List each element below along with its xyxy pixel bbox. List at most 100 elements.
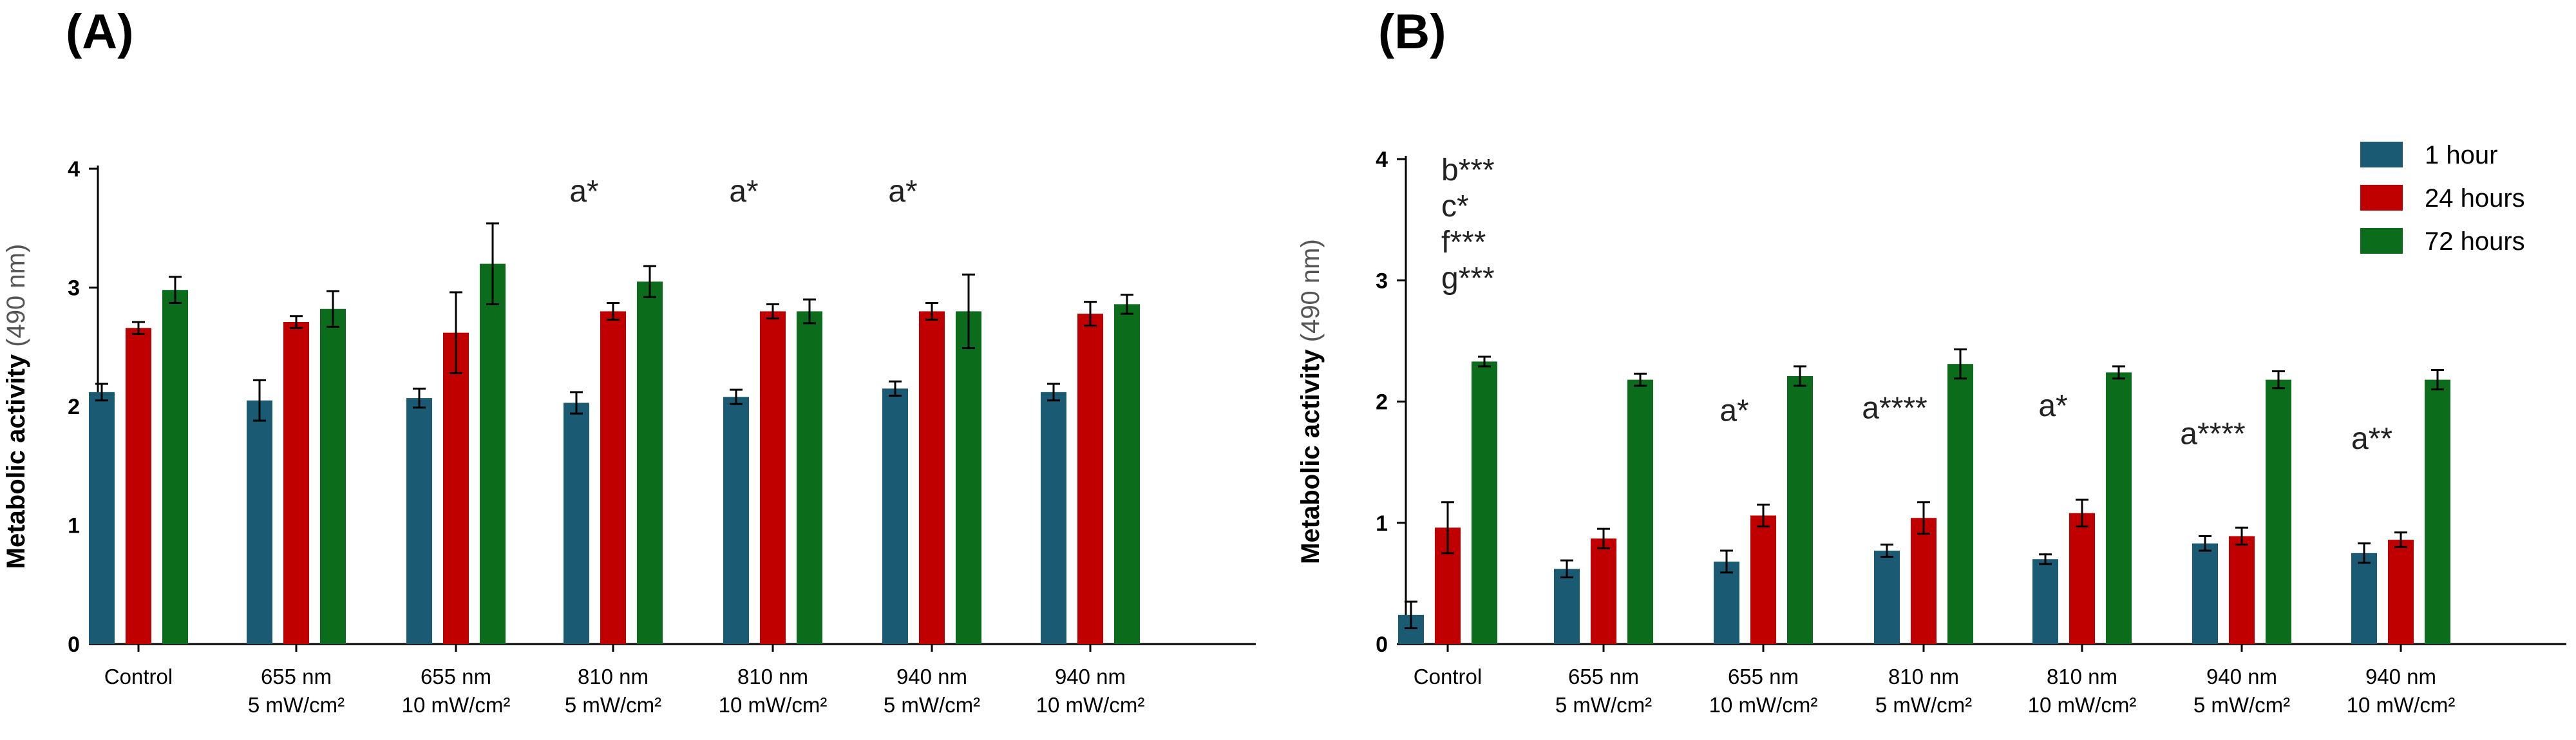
- y-tick-label: 1: [1376, 511, 1388, 536]
- y-tick-label: 4: [68, 157, 80, 182]
- significance-annotation: a*: [1719, 394, 1748, 428]
- bar-s0-c2: [1714, 561, 1739, 644]
- x-tick-label: 810 nm: [2047, 665, 2117, 688]
- y-tick-label: 3: [68, 276, 80, 301]
- chart-panel-b: (B) Metabolic activity (490 nm) 0 1 2 3 4 Contr…: [1296, 5, 2566, 717]
- panel-label: (A): [66, 5, 134, 59]
- y-tick-label: 3: [1376, 269, 1388, 293]
- x-tick-label: 10 mW/cm²: [719, 693, 828, 717]
- significance-annotation: a**: [2351, 422, 2392, 456]
- bar-s2-c3: [637, 281, 663, 644]
- bar-s2-c6: [2425, 379, 2450, 644]
- legend-label: 24 hours: [2425, 184, 2525, 213]
- bar-s0-c5: [882, 388, 908, 644]
- legend-label: 72 hours: [2425, 227, 2525, 256]
- y-axis-title: Metabolic activity (490 nm): [1296, 239, 1325, 564]
- bar-s1-c4: [2069, 513, 2095, 644]
- bar-s1-c2: [443, 332, 469, 644]
- bar-s2-c2: [1787, 375, 1813, 644]
- x-tick-label: 5 mW/cm²: [1555, 693, 1652, 717]
- legend: 1 hour 24 hours 72 hours: [2360, 141, 2525, 256]
- bar-s0-c6: [1041, 392, 1066, 644]
- x-tick-label: 810 nm: [578, 665, 649, 688]
- x-tick-label: 5 mW/cm²: [1875, 693, 1972, 717]
- bar-s2-c5: [956, 311, 981, 644]
- x-tick-label: 5 mW/cm²: [2193, 693, 2290, 717]
- x-tick-label: 5 mW/cm²: [248, 693, 345, 717]
- x-tick-label: 655 nm: [1568, 665, 1639, 688]
- bar-s1-c3: [600, 311, 626, 644]
- significance-annotation: b***: [1441, 153, 1495, 187]
- y-tick-label: 4: [1376, 147, 1388, 172]
- bar-s1-c1: [283, 322, 309, 644]
- bar-s0-c3: [564, 403, 589, 644]
- x-tick-label: 10 mW/cm²: [2028, 693, 2137, 717]
- x-tick-label: 10 mW/cm²: [402, 693, 511, 717]
- x-tick-label: 940 nm: [2206, 665, 2277, 688]
- bar-s2-c1: [320, 308, 346, 645]
- bar-s2-c4: [797, 311, 822, 644]
- significance-annotation: a*: [569, 175, 598, 209]
- x-tick-label: 5 mW/cm²: [884, 693, 980, 717]
- bar-s1-c1: [1591, 538, 1616, 644]
- significance-annotation: c*: [1441, 189, 1469, 223]
- significance-annotation: a*: [2038, 389, 2067, 423]
- bar-s0-c3: [1874, 551, 1900, 644]
- y-tick-label: 2: [68, 395, 80, 419]
- y-axis-title-main: Metabolic activity: [1296, 349, 1325, 564]
- x-tick-label: 655 nm: [261, 665, 332, 688]
- bar-s1-c6: [2388, 540, 2414, 644]
- y-tick-label: 0: [1376, 632, 1388, 657]
- x-tick-label: 655 nm: [1728, 665, 1799, 688]
- bar-s2-c3: [1947, 364, 1973, 644]
- panel-label: (B): [1378, 5, 1446, 59]
- x-tick-label: Control: [104, 665, 173, 688]
- y-axis-title-space: [1296, 342, 1325, 349]
- x-tick-label: 940 nm: [2365, 665, 2436, 688]
- bar-s0-c4: [2032, 559, 2058, 644]
- bar-s1-c6: [1077, 314, 1103, 645]
- legend-swatch: [2360, 185, 2403, 211]
- y-tick-label: 1: [68, 514, 80, 538]
- bar-s1-c4: [760, 311, 786, 644]
- x-tick-label: Control: [1414, 665, 1482, 688]
- x-tick-label: 10 mW/cm²: [1709, 693, 1818, 717]
- bar-s0-c2: [406, 398, 432, 644]
- bar-s2-c4: [2106, 372, 2132, 644]
- bar-s1-c0: [126, 328, 151, 644]
- bar-s0-c6: [2351, 553, 2377, 644]
- x-tick-label: 655 nm: [421, 665, 491, 688]
- bar-s1-c2: [1750, 515, 1776, 644]
- x-tick-label: 940 nm: [896, 665, 967, 688]
- significance-annotation: a****: [2180, 417, 2245, 451]
- x-tick-label: 10 mW/cm²: [2347, 693, 2456, 717]
- bar-s2-c6: [1114, 304, 1140, 645]
- y-axis-title-unit: (490 nm): [1296, 239, 1325, 342]
- x-tick-label: 5 mW/cm²: [565, 693, 661, 717]
- x-tick-label: 810 nm: [1888, 665, 1959, 688]
- bar-s0-c1: [247, 400, 272, 644]
- significance-annotation: f***: [1441, 225, 1486, 260]
- bar-s1-c3: [1911, 518, 1937, 644]
- y-axis-title: Metabolic activity (490 nm): [2, 244, 30, 569]
- y-axis-title-space: [2, 347, 30, 354]
- bar-s2-c0: [162, 290, 188, 644]
- bar-s2-c2: [480, 263, 506, 645]
- bar-s2-c0: [1472, 361, 1497, 644]
- bar-s2-c1: [1627, 379, 1653, 644]
- chart-panel-a: (A) Metabolic activity (490 nm) 0 1 2 3 4 Contr…: [2, 5, 1256, 717]
- significance-annotation: a*: [888, 175, 917, 209]
- bar-s0-c0: [89, 392, 115, 644]
- y-axis-title-main: Metabolic activity: [2, 354, 30, 569]
- legend-swatch: [2360, 228, 2403, 254]
- bar-s1-c5: [2229, 536, 2255, 644]
- y-tick-label: 2: [1376, 390, 1388, 415]
- y-axis-title-unit: (490 nm): [2, 244, 30, 347]
- bar-s0-c4: [723, 397, 749, 644]
- legend-label: 1 hour: [2425, 141, 2497, 169]
- y-tick-label: 0: [68, 632, 80, 657]
- x-tick-label: 940 nm: [1055, 665, 1126, 688]
- x-tick-label: 810 nm: [737, 665, 808, 688]
- significance-annotation: g***: [1441, 261, 1495, 296]
